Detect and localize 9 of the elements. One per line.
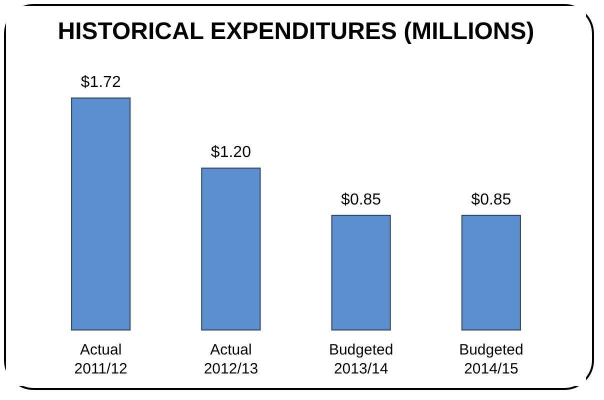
x-tick-label: Budgeted 2013/14	[328, 342, 394, 378]
data-label: $1.20	[210, 144, 252, 162]
data-label: $1.72	[80, 74, 121, 91]
x-tick-label: Actual 2011/12	[74, 342, 128, 378]
data-label: $0.85	[471, 191, 512, 208]
chart-title: HISTORICAL EXPENDITURES (MILLIONS)	[58, 18, 534, 45]
x-tick-label: Actual 2012/13	[204, 342, 258, 378]
x-tick-label: Budgeted 2014/15	[459, 342, 524, 378]
data-label: $0.85	[341, 191, 382, 208]
